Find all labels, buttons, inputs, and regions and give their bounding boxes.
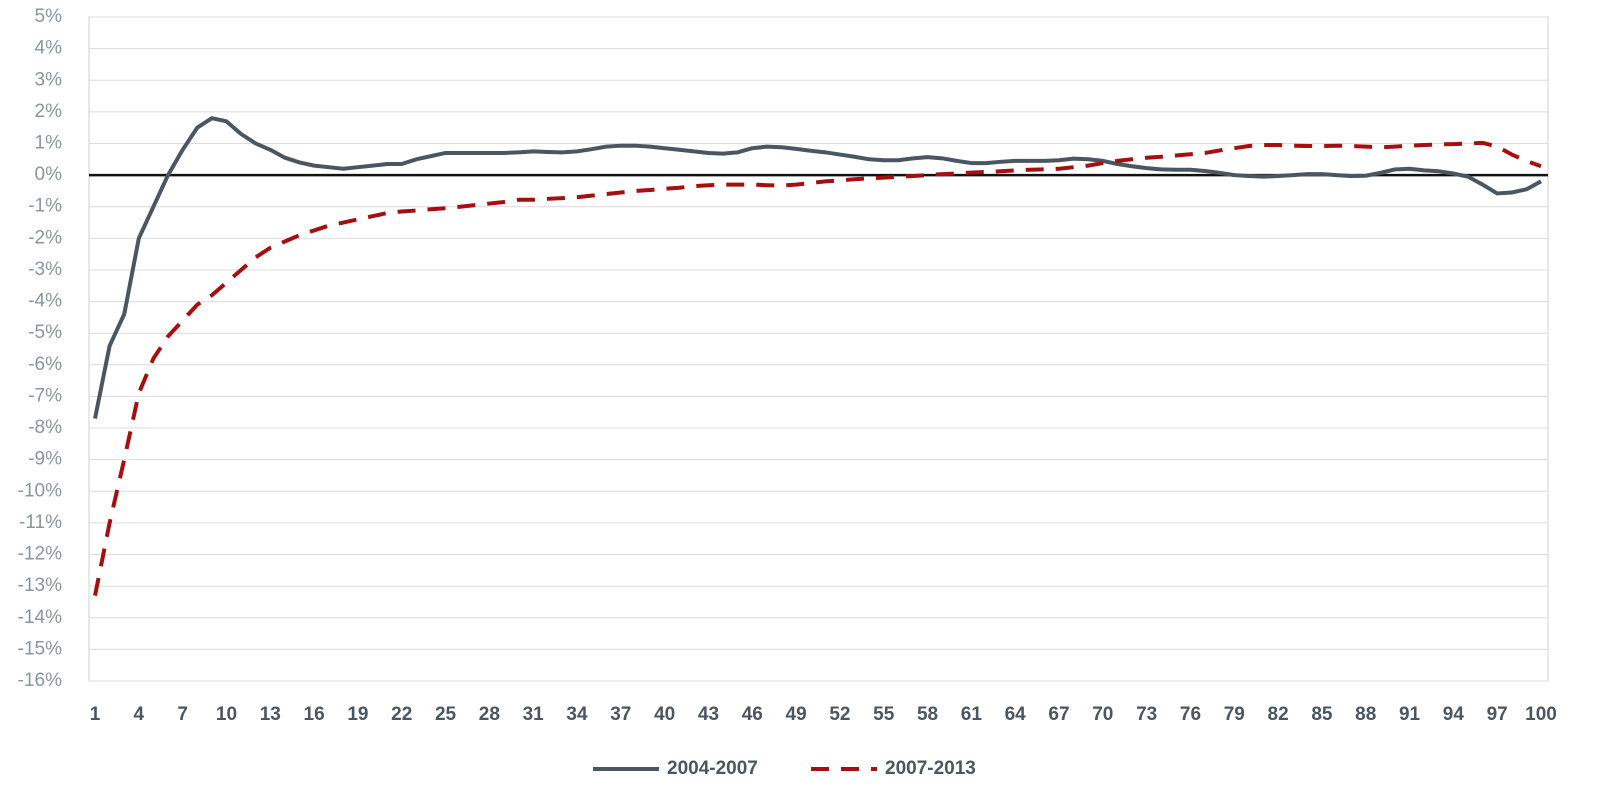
x-tick-label: 37: [610, 704, 631, 725]
x-tick-label: 88: [1355, 704, 1376, 725]
y-tick-label: -7%: [28, 385, 62, 406]
x-tick-label: 94: [1443, 704, 1465, 725]
x-tick-label: 1: [90, 704, 101, 725]
plot-frame: [88, 16, 1549, 682]
x-tick-label: 61: [961, 704, 983, 725]
x-tick-label: 100: [1525, 704, 1557, 725]
y-tick-label: -2%: [28, 227, 62, 248]
y-tick-label: 3%: [35, 69, 63, 90]
y-tick-label: -6%: [28, 354, 62, 375]
x-tick-label: 28: [479, 704, 500, 725]
x-tick-label: 4: [134, 704, 145, 725]
y-tick-label: 4%: [35, 38, 63, 59]
y-tick-label: 5%: [35, 6, 63, 27]
y-tick-label: -5%: [28, 322, 62, 343]
x-tick-label: 58: [917, 704, 938, 725]
x-tick-label: 67: [1048, 704, 1069, 725]
y-tick-label: -9%: [28, 449, 62, 470]
x-tick-label: 55: [873, 704, 895, 725]
x-tick-label: 7: [177, 704, 188, 725]
series-line: [93, 140, 1542, 597]
y-tick-label: -1%: [28, 196, 62, 217]
x-tick-label: 97: [1487, 704, 1508, 725]
y-tick-label: -12%: [18, 544, 62, 565]
x-tick-label: 70: [1092, 704, 1113, 725]
x-tick-label: 40: [654, 704, 675, 725]
x-tick-label: 46: [742, 704, 763, 725]
y-tick-label: -15%: [18, 638, 62, 659]
x-tick-label: 49: [786, 704, 807, 725]
y-tick-label: -13%: [18, 575, 62, 596]
series-line: [93, 116, 1542, 419]
x-tick-label: 82: [1268, 704, 1289, 725]
x-tick-label: 85: [1311, 704, 1333, 725]
y-tick-label: -14%: [18, 607, 62, 628]
x-tick-label: 19: [347, 704, 368, 725]
x-tick-label: 10: [216, 704, 237, 725]
y-tick-label: -11%: [19, 512, 62, 533]
x-tick-label: 34: [566, 704, 588, 725]
x-tick-label: 79: [1224, 704, 1245, 725]
y-tick-label: 1%: [35, 132, 63, 153]
x-tick-label: 22: [391, 704, 412, 725]
x-tick-label: 25: [435, 704, 457, 725]
y-tick-label: -16%: [18, 670, 62, 691]
x-tick-label: 52: [829, 704, 850, 725]
x-tick-label: 91: [1399, 704, 1421, 725]
x-tick-label: 64: [1005, 704, 1027, 725]
y-tick-label: 0%: [35, 164, 63, 185]
y-tick-label: -10%: [18, 480, 62, 501]
y-tick-label: -8%: [28, 417, 62, 438]
x-tick-label: 73: [1136, 704, 1157, 725]
x-tick-label: 43: [698, 704, 719, 725]
legend-label: 2007-2013: [885, 758, 976, 779]
x-tick-label: 76: [1180, 704, 1201, 725]
x-tick-label: 16: [304, 704, 325, 725]
y-tick-label: 2%: [35, 101, 63, 122]
x-tick-label: 13: [260, 704, 281, 725]
x-tick-label: 31: [523, 704, 545, 725]
y-tick-label: -3%: [28, 259, 62, 280]
y-tick-label: -4%: [28, 291, 62, 312]
legend-label: 2004-2007: [667, 758, 758, 779]
